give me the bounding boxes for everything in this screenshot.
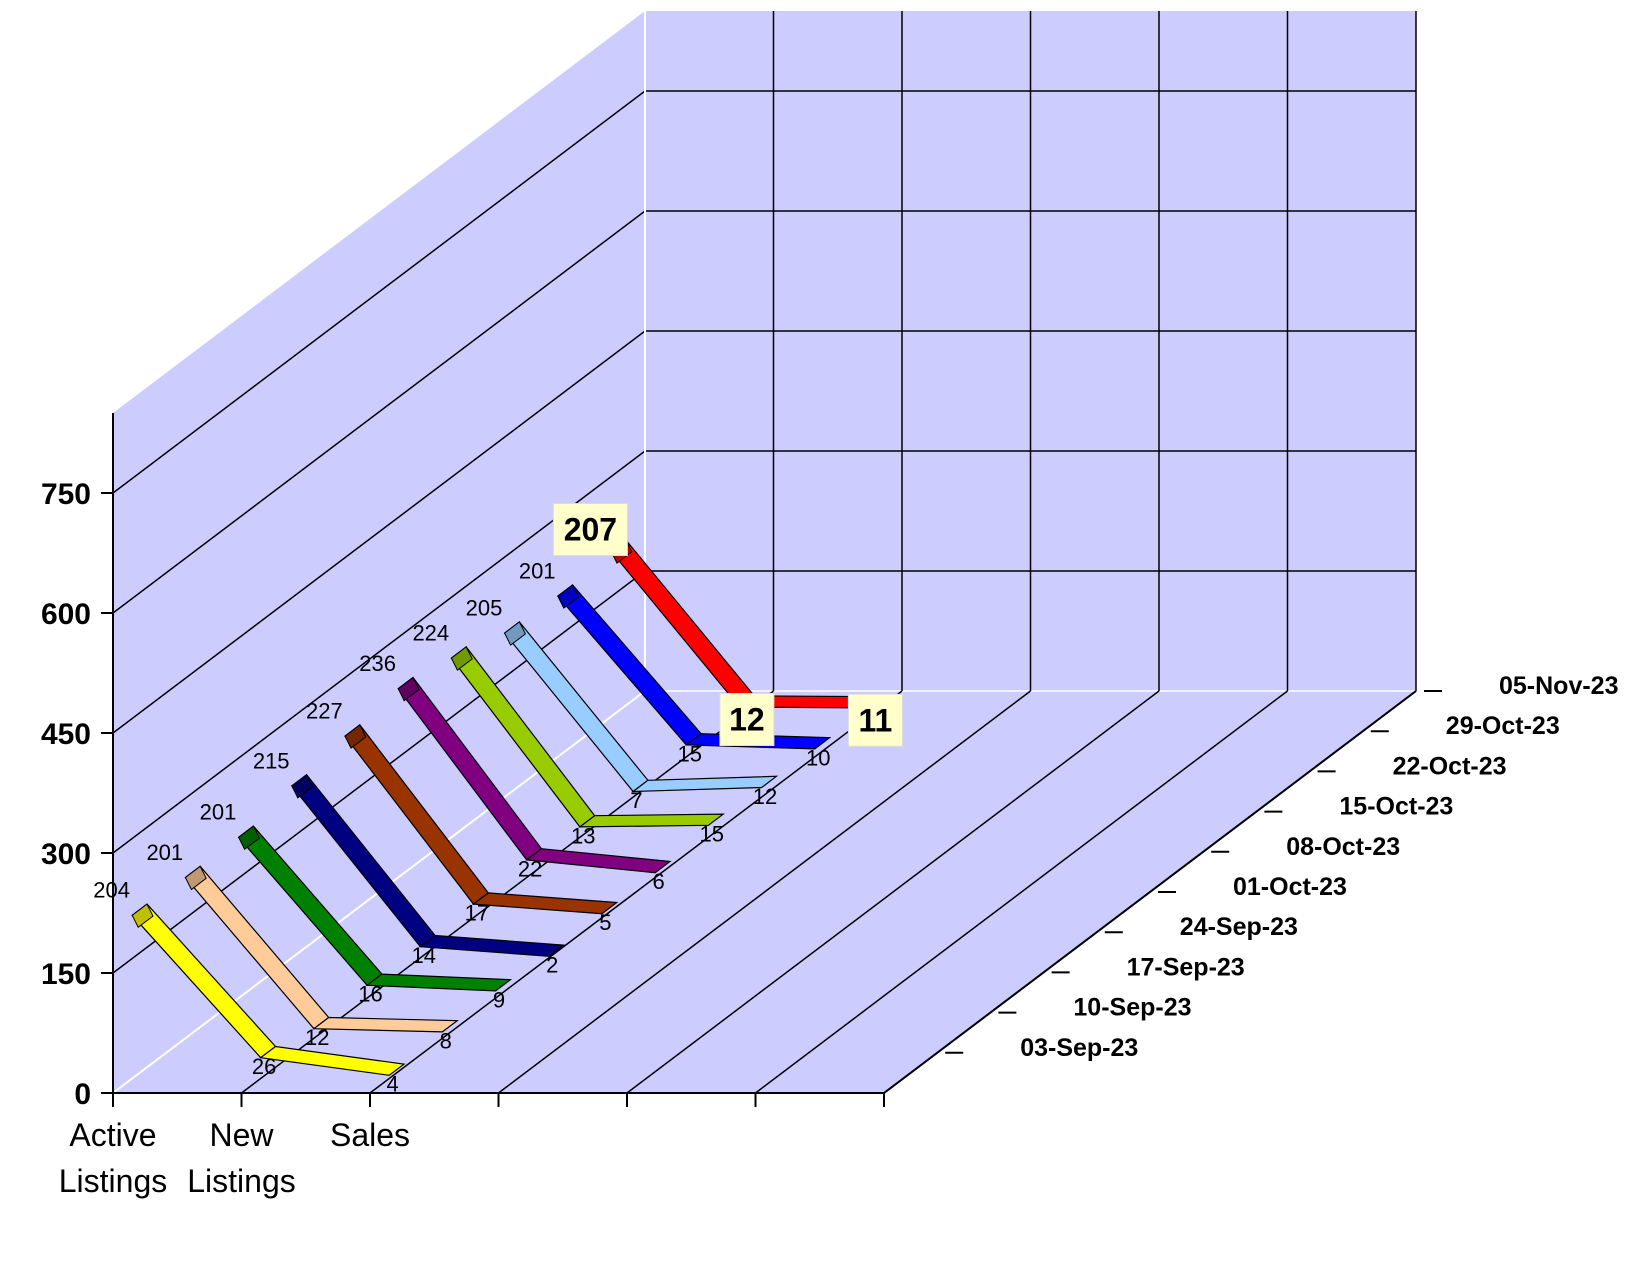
series-segment-end: [557, 584, 580, 609]
data-label: 236: [359, 651, 396, 676]
data-label: 227: [306, 699, 343, 724]
series-segment-end: [131, 903, 154, 929]
series-segment-end: [503, 621, 527, 646]
data-label: 8: [440, 1028, 452, 1053]
floor-gridline: [369, 690, 903, 1094]
chart-series: [131, 539, 885, 1076]
chart-axes: 0 150 300 450 600 750 Active Listings New Listing…: [41, 413, 1619, 1199]
data-label: 14: [411, 943, 435, 968]
series-segment: [578, 813, 726, 828]
side-wall-gridline: [112, 210, 646, 614]
side-wall-gridline: [112, 330, 646, 734]
data-label: 17: [465, 901, 489, 926]
y-tick-label: 450: [41, 718, 91, 751]
series-segment: [312, 1016, 459, 1033]
data-label: 201: [146, 840, 183, 865]
data-label: 10: [806, 745, 830, 770]
z-tick-label: 03-Sep-23: [1020, 1034, 1138, 1062]
side-wall: [113, 11, 645, 1093]
z-tick-label: 22-Oct-23: [1393, 752, 1507, 780]
data-label: 22: [518, 856, 542, 881]
y-tick-label: 0: [74, 1078, 91, 1111]
z-tick-label: 15-Oct-23: [1339, 793, 1453, 821]
side-wall-gridline: [112, 90, 646, 494]
series-segment: [259, 1045, 406, 1076]
x-tick-label: New: [209, 1117, 274, 1153]
series-segment: [631, 775, 779, 793]
series-segment: [418, 934, 566, 957]
data-label: 12: [305, 1025, 329, 1050]
data-label: 215: [253, 748, 290, 773]
data-label: 15: [700, 822, 724, 847]
floor-gridline: [498, 690, 1031, 1094]
series-segment-end: [237, 825, 261, 851]
series-segment-end: [450, 646, 473, 671]
y-tick-label: 150: [41, 958, 91, 991]
z-tick-label: 01-Oct-23: [1233, 873, 1347, 901]
data-label: 7: [630, 788, 642, 813]
x-tick-label: Active: [69, 1117, 156, 1153]
z-tick-label: 17-Sep-23: [1127, 953, 1245, 981]
data-label: 13: [571, 823, 595, 848]
data-label: 207: [564, 512, 617, 548]
series-segment-end: [397, 676, 420, 702]
z-tick-label: 24-Sep-23: [1180, 913, 1298, 941]
z-tick-label: 05-Nov-23: [1499, 672, 1619, 700]
data-label: 9: [493, 987, 505, 1012]
data-label: 201: [519, 559, 556, 584]
series-segment: [471, 892, 619, 915]
z-axis-line: [883, 690, 1417, 1094]
data-label: 12: [753, 784, 777, 809]
chart-data-labels: 204 26 4 201 12 8 201 16 9 215 14 2 227 17 5 236 22 6 224 1…: [93, 503, 903, 1097]
z-tick-label: 10-Sep-23: [1073, 994, 1191, 1022]
data-label: 201: [200, 800, 237, 825]
data-label: 4: [386, 1072, 398, 1097]
series-segment: [365, 973, 513, 992]
series-segment: [525, 848, 672, 874]
z-tick-label: 29-Oct-23: [1446, 712, 1560, 740]
data-label: 5: [599, 910, 611, 935]
z-tick-label: 08-Oct-23: [1286, 833, 1400, 861]
y-tick-label: 750: [41, 478, 91, 511]
floor-gridline: [626, 690, 1160, 1094]
x-tick-label: Listings: [59, 1163, 168, 1199]
highlight-label-box: [719, 693, 775, 746]
data-label: 16: [358, 982, 382, 1007]
series-segment-end: [344, 724, 367, 749]
data-label: 11: [858, 702, 892, 738]
highlight-label-box: [552, 503, 628, 556]
data-label: 6: [652, 869, 664, 894]
data-label: 204: [93, 878, 130, 903]
data-label: 12: [729, 702, 765, 738]
y-tick-label: 300: [41, 838, 91, 871]
data-label: 205: [466, 596, 503, 621]
y-tick-label: 600: [41, 598, 91, 631]
data-label: 224: [412, 621, 449, 646]
floor-gridline: [755, 690, 1288, 1094]
highlight-label-box: [847, 693, 903, 747]
series-segment-end: [184, 865, 207, 891]
data-label: 2: [546, 953, 558, 978]
x-tick-label: Sales: [330, 1117, 410, 1153]
data-label: 26: [252, 1054, 276, 1079]
data-label: 15: [677, 741, 701, 766]
x-tick-label: Listings: [187, 1163, 296, 1199]
series-segment-end: [291, 773, 314, 799]
